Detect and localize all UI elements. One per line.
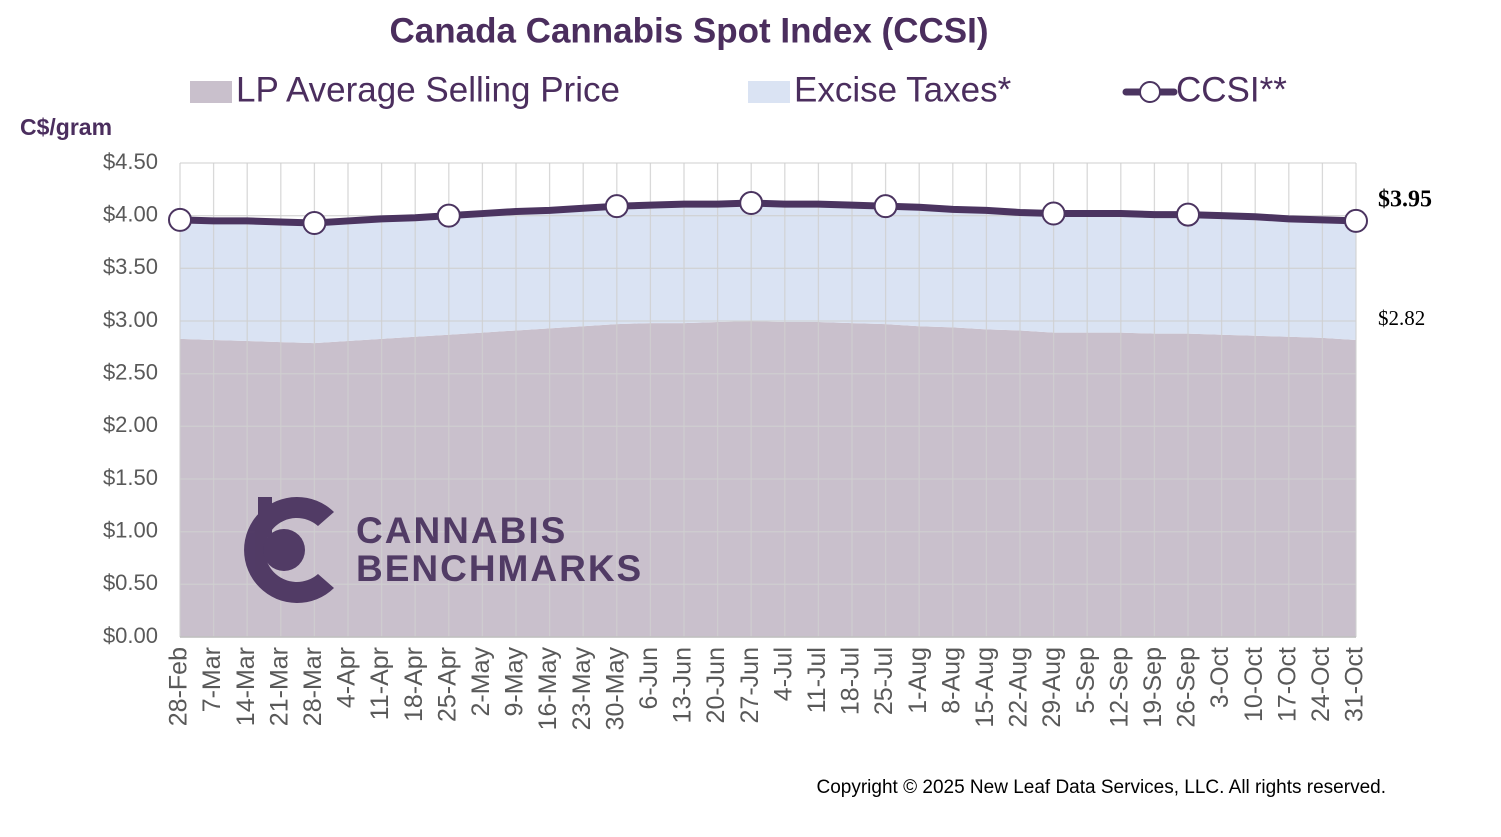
copyright: Copyright © 2025 New Leaf Data Services,…	[817, 777, 1387, 798]
x-tick-label: 12-Sep	[1105, 647, 1133, 728]
x-tick-label: 10-Oct	[1240, 647, 1268, 722]
data-label: $2.82	[1378, 306, 1425, 330]
x-tick-label: 4-Apr	[333, 647, 361, 708]
x-tick-label: 18-Apr	[400, 647, 428, 722]
plot-area: $0.00 $0.50 $1.00 $1.50 $2.00 $2.50 $3.00 $3.50…	[103, 149, 1432, 731]
logo-bar	[258, 497, 272, 537]
x-tick-label: 9-May	[501, 647, 529, 717]
watermark-text: CANNABIS	[356, 510, 567, 551]
x-tick-label: 2-May	[467, 647, 495, 717]
x-tick-label: 15-Aug	[971, 647, 999, 728]
x-tick-label: 25-Apr	[433, 647, 461, 722]
x-tick-label: 30-May	[601, 647, 629, 731]
marker	[604, 194, 629, 219]
x-tick-label: 21-Mar	[265, 647, 293, 726]
legend-label: CCSI**	[1176, 70, 1287, 109]
y-tick-label: $0.00	[103, 623, 158, 648]
logo-dot	[263, 529, 305, 571]
y-tick-label: $4.50	[103, 149, 158, 174]
data-label: $3.95	[1378, 186, 1432, 212]
legend-label: Excise Taxes*	[794, 70, 1012, 109]
watermark-text: BENCHMARKS	[356, 548, 643, 589]
x-tick-label: 3-Oct	[1206, 647, 1234, 708]
y-tick-label: $0.50	[103, 570, 158, 595]
marker	[739, 191, 764, 216]
chart-title: Canada Cannabis Spot Index (CCSI)	[390, 11, 989, 50]
legend-marker	[1139, 81, 1161, 103]
x-tick-label: 1-Aug	[904, 647, 932, 714]
x-tick-label: 23-May	[568, 647, 596, 731]
x-tick-label: 8-Aug	[937, 647, 965, 714]
watermark: CANNABIS BENCHMARKS	[244, 497, 643, 603]
x-tick-label: 13-Jun	[669, 647, 697, 723]
x-tick-label: 22-Aug	[1005, 647, 1033, 728]
x-tick-label: 29-Aug	[1038, 647, 1066, 728]
y-tick-label: $1.50	[103, 465, 158, 490]
x-tick-label: 16-May	[534, 647, 562, 731]
x-tick-label: 18-Jul	[837, 647, 865, 715]
legend: LP Average Selling Price Excise Taxes* CCS…	[190, 70, 1287, 109]
marker	[1344, 208, 1368, 233]
marker	[302, 211, 327, 236]
legend-swatch	[748, 81, 790, 103]
x-tick-label: 5-Sep	[1072, 647, 1100, 714]
x-tick-label: 4-Jul	[769, 647, 797, 701]
x-tick-label: 25-Jul	[870, 647, 898, 715]
y-tick-label: $2.50	[103, 359, 158, 384]
y-tick-label: $3.00	[103, 307, 158, 332]
x-tick-label: 11-Jul	[803, 647, 831, 713]
y-tick-label: $2.00	[103, 412, 158, 437]
x-tick-label: 19-Sep	[1139, 647, 1167, 728]
y-tick-label: $1.00	[103, 517, 158, 542]
line	[179, 199, 1357, 227]
x-tick-label: 14-Mar	[232, 647, 260, 726]
y-tick-label: $4.00	[103, 201, 158, 226]
marker	[1041, 201, 1066, 226]
x-tick-label: 28-Mar	[299, 647, 327, 726]
x-tick-label: 24-Oct	[1307, 647, 1335, 722]
y-tick-label: $3.50	[103, 254, 158, 279]
y-axis-label: C$/gram	[20, 114, 112, 140]
legend-swatch	[190, 81, 232, 103]
legend-label: LP Average Selling Price	[236, 70, 620, 109]
marker	[1176, 202, 1200, 227]
x-tick-label: 11-Apr	[366, 647, 394, 720]
x-tick-label: 7-Mar	[198, 647, 226, 712]
marker	[168, 207, 192, 232]
x-tick-label: 26-Sep	[1173, 647, 1201, 728]
x-tick-label: 20-Jun	[702, 647, 730, 723]
marker	[436, 203, 461, 228]
x-tick-label: 31-Oct	[1341, 647, 1369, 722]
x-tick-label: 28-Feb	[165, 647, 193, 726]
marker	[873, 194, 898, 219]
x-tick-label: 27-Jun	[736, 647, 764, 723]
x-tick-label: 6-Jun	[635, 647, 663, 710]
area	[180, 203, 1356, 344]
x-tick-label: 17-Oct	[1273, 647, 1301, 722]
